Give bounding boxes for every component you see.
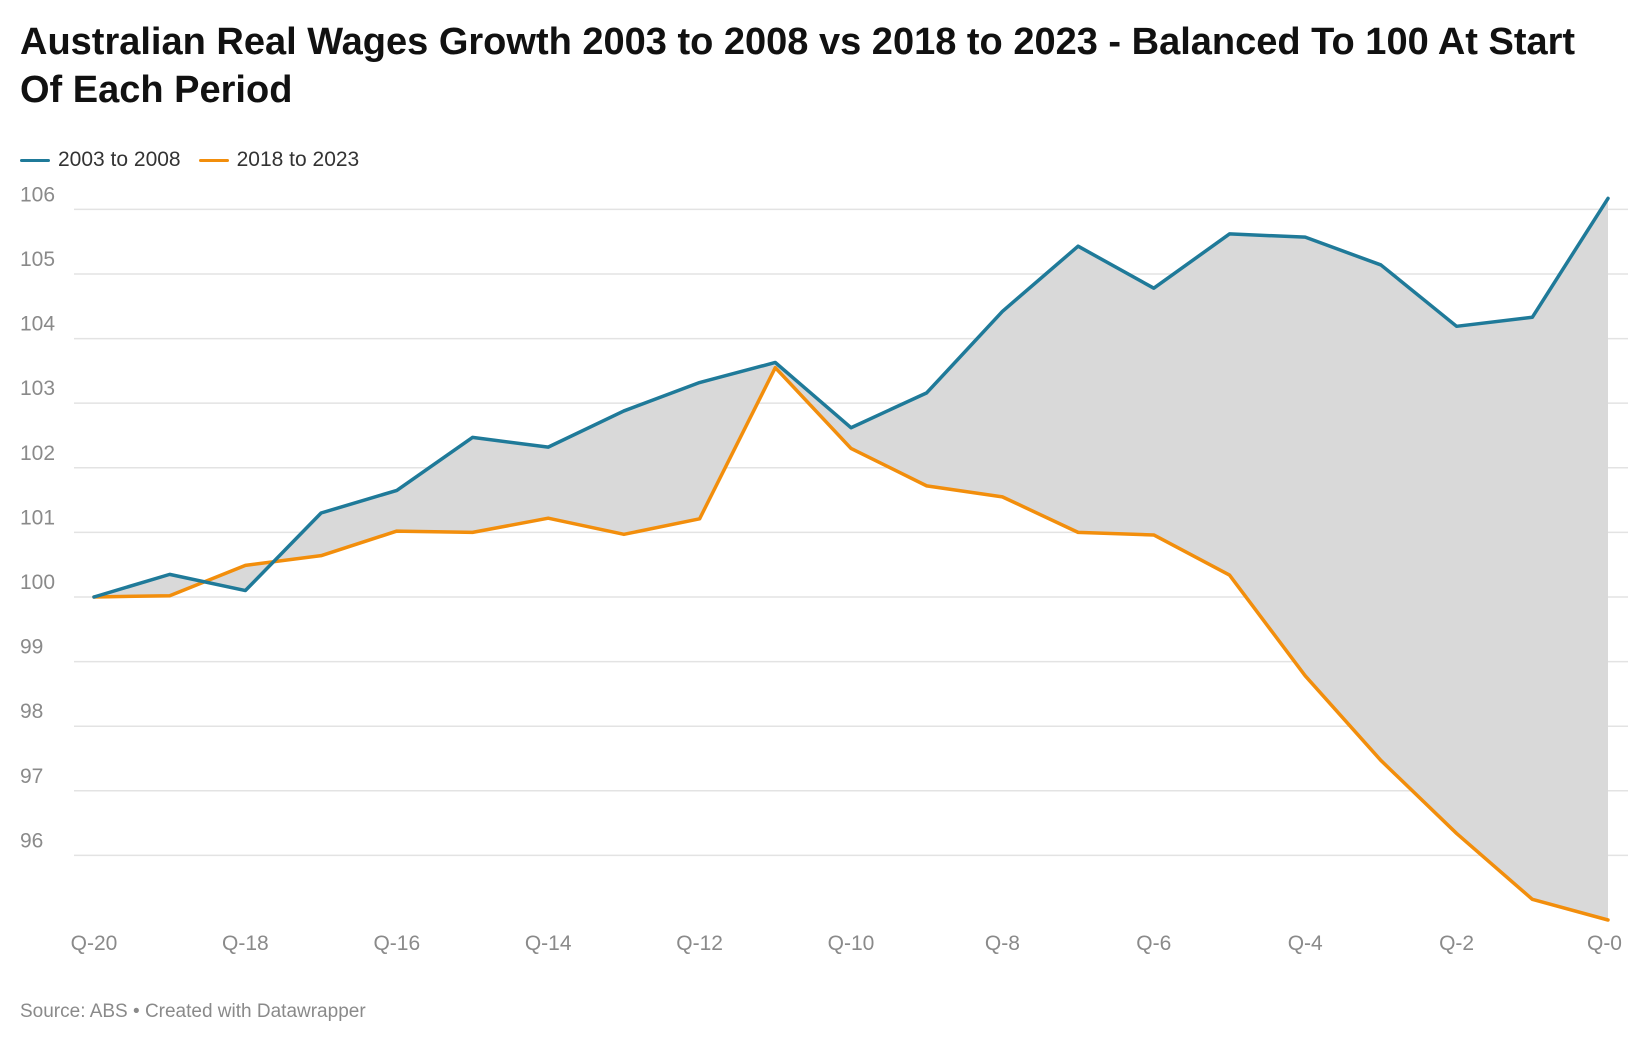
series-lines <box>92 196 1610 922</box>
x-tick-label-Q-10: Q-10 <box>828 932 875 955</box>
y-tick-label-98: 98 <box>20 700 43 723</box>
x-tick-label-Q-14: Q-14 <box>525 932 572 955</box>
legend-swatch-series-1 <box>20 158 50 162</box>
series-line-1 <box>92 196 1610 599</box>
x-tick-label-Q-2: Q-2 <box>1439 932 1474 955</box>
legend: 2003 to 2008 2018 to 2023 <box>20 148 377 172</box>
y-tick-label-102: 102 <box>20 442 55 465</box>
x-tick-label-Q-18: Q-18 <box>222 932 269 955</box>
y-tick-label-104: 104 <box>20 313 55 336</box>
legend-swatch-series-2 <box>198 158 229 162</box>
x-tick-label-Q-4: Q-4 <box>1288 932 1323 955</box>
chart-title: Australian Real Wages Growth 2003 to 200… <box>20 21 1576 111</box>
y-tick-label-100: 100 <box>20 571 55 594</box>
series-line-2 <box>92 365 1610 922</box>
x-tick-label-Q-20: Q-20 <box>71 932 118 955</box>
y-tick-label-101: 101 <box>20 506 55 529</box>
y-tick-label-106: 106 <box>20 183 55 206</box>
legend-label-series-2: 2018 to 2023 <box>236 148 360 171</box>
x-tick-label-Q-0: Q-0 <box>1587 932 1622 955</box>
y-tick-label-99: 99 <box>20 636 43 659</box>
legend-item-series-2: 2018 to 2023 <box>198 148 360 172</box>
y-tick-label-105: 105 <box>20 248 55 271</box>
legend-item-series-1: 2003 to 2008 <box>20 148 181 172</box>
y-tick-label-103: 103 <box>20 377 55 400</box>
y-axis-labels: 96 97 98 99 100 101 102 103 104 105 106 <box>20 183 55 852</box>
x-tick-label-Q-8: Q-8 <box>985 932 1020 955</box>
x-tick-label-Q-6: Q-6 <box>1136 932 1171 955</box>
x-tick-label-Q-12: Q-12 <box>676 932 723 955</box>
difference-area <box>94 198 1608 920</box>
y-tick-label-97: 97 <box>20 765 43 788</box>
source-note: Source: ABS • Created with Datawrapper <box>20 1001 366 1022</box>
y-tick-label-96: 96 <box>20 829 43 852</box>
x-tick-label-Q-16: Q-16 <box>373 932 420 955</box>
legend-label-series-1: 2003 to 2008 <box>58 148 181 171</box>
x-axis-labels: Q-20 Q-18 Q-16 Q-14 Q-12 Q-10 Q-8 Q-6 Q-4 Q-2 Q-0 <box>71 932 1622 955</box>
